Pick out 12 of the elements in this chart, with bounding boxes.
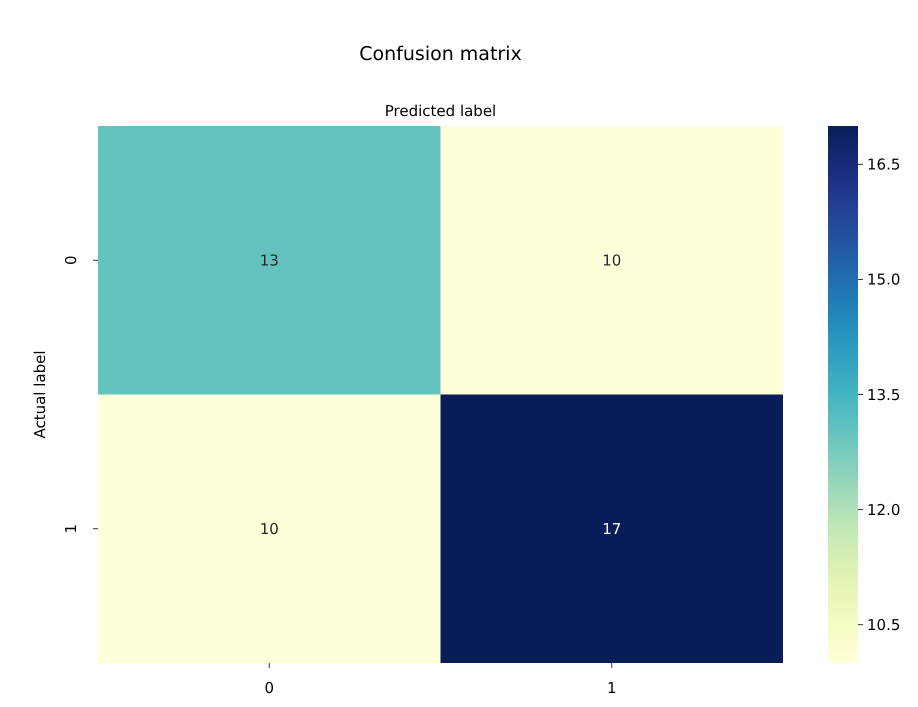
color-bar-label: 12.0 [867, 500, 900, 519]
data-label: 10 [602, 252, 622, 270]
data-label: 17 [602, 520, 622, 538]
data-label: 10 [260, 520, 279, 538]
chart-title: Confusion matrix [359, 43, 522, 65]
color-bar-label: 10.5 [867, 616, 900, 634]
y-axis-title: Actual label [31, 350, 49, 439]
color-bar-label: 13.5 [867, 386, 900, 404]
x-axis-title: Predicted label [384, 102, 496, 120]
data-label: 13 [260, 252, 279, 270]
color-bar-label: 16.5 [867, 156, 900, 174]
color-bar-label: 15.0 [867, 270, 900, 289]
